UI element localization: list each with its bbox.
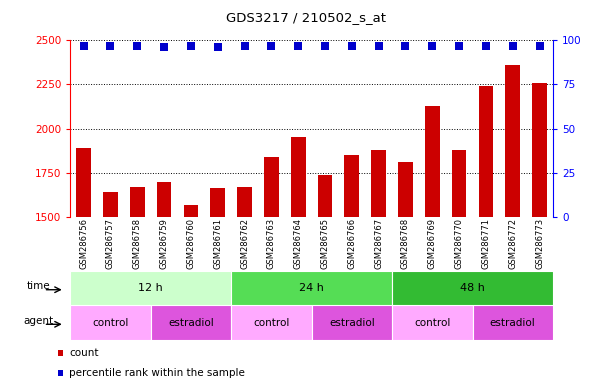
Bar	[392, 271, 553, 305]
Text: control: control	[253, 318, 290, 328]
Bar	[264, 157, 279, 217]
Text: estradiol: estradiol	[329, 318, 375, 328]
Bar	[231, 271, 392, 305]
Text: count: count	[69, 348, 98, 358]
Bar	[130, 187, 145, 217]
Bar	[291, 137, 306, 217]
Text: agent: agent	[24, 316, 54, 326]
Bar	[183, 205, 199, 217]
Bar	[398, 162, 413, 217]
Text: time: time	[27, 281, 51, 291]
Bar	[70, 271, 231, 305]
Text: 12 h: 12 h	[138, 283, 163, 293]
Text: 24 h: 24 h	[299, 283, 324, 293]
Bar	[392, 305, 472, 340]
Text: GDS3217 / 210502_s_at: GDS3217 / 210502_s_at	[225, 12, 386, 25]
Bar	[472, 305, 553, 340]
Bar	[151, 305, 231, 340]
Text: estradiol: estradiol	[168, 318, 214, 328]
Bar	[312, 305, 392, 340]
Bar	[318, 175, 332, 217]
Bar	[478, 86, 493, 217]
Bar	[532, 83, 547, 217]
Text: control: control	[92, 318, 129, 328]
Text: percentile rank within the sample: percentile rank within the sample	[69, 367, 245, 377]
Text: control: control	[414, 318, 450, 328]
Bar	[452, 150, 466, 217]
Bar	[505, 65, 520, 217]
Bar	[237, 187, 252, 217]
Bar	[157, 182, 172, 217]
Bar	[76, 148, 91, 217]
Bar	[345, 155, 359, 217]
Text: 48 h: 48 h	[460, 283, 485, 293]
Bar	[103, 192, 118, 217]
Bar	[425, 106, 440, 217]
Bar	[231, 305, 312, 340]
Bar	[210, 188, 225, 217]
Bar	[70, 305, 151, 340]
Text: estradiol: estradiol	[490, 318, 536, 328]
Bar	[371, 150, 386, 217]
